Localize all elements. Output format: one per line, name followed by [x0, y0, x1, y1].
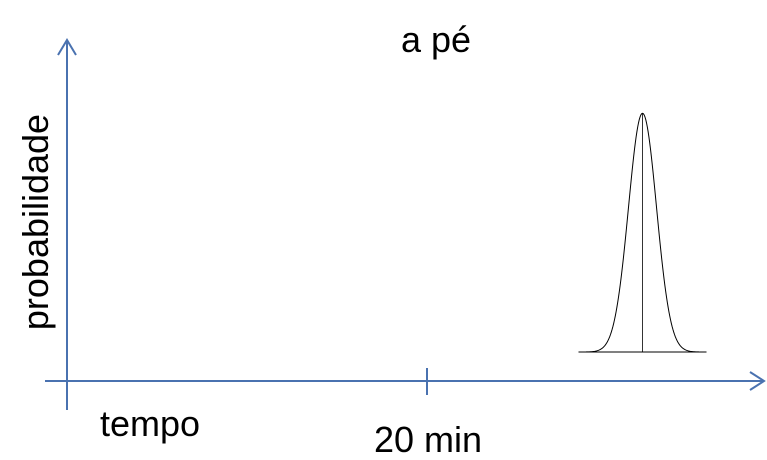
x-axis-label: tempo — [100, 403, 200, 444]
distribution-series — [578, 112, 707, 353]
y-axis-label: probabilidade — [15, 114, 56, 330]
x-axis-arrowhead — [749, 371, 766, 391]
x-tick-label: 20 min — [374, 419, 482, 460]
y-axis-arrowhead — [57, 38, 77, 56]
chart-title: a pé — [401, 19, 471, 60]
axes — [45, 38, 766, 410]
